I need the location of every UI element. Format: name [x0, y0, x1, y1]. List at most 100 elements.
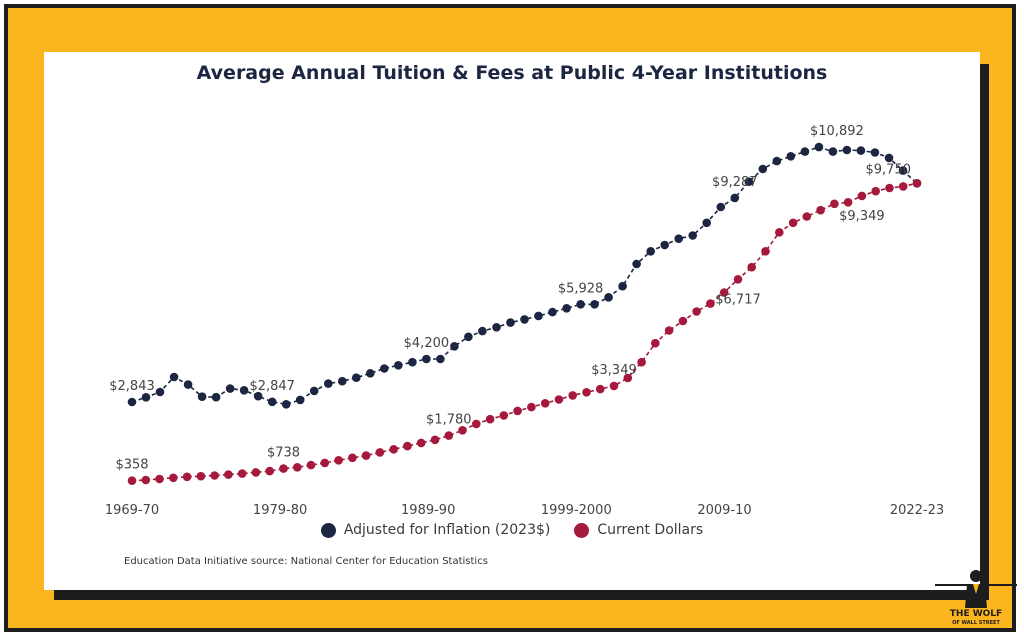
x-tick-label: 2009-10: [697, 503, 751, 518]
data-point: [499, 411, 509, 420]
data-point: [857, 191, 867, 201]
data-point: [843, 198, 853, 207]
data-point: [169, 372, 179, 382]
data-point: [761, 247, 770, 256]
data-point: [898, 182, 908, 191]
legend-label-current: Current Dollars: [597, 522, 704, 538]
data-point: [366, 369, 375, 378]
data-point: [197, 392, 207, 402]
data-point: [348, 453, 357, 463]
legend-item-inflation: Adjusted for Inflation (2023$): [320, 522, 551, 538]
data-point: [870, 148, 880, 157]
data-point: [660, 240, 669, 250]
data-point: [408, 357, 417, 367]
logo-subtext: OF WALL STREET: [952, 620, 1000, 626]
data-point: [632, 259, 641, 269]
data-point: [651, 338, 660, 348]
data-point: [485, 414, 495, 424]
data-point: [279, 464, 288, 473]
data-label: $9,750: [866, 162, 912, 177]
data-label: $3,349: [591, 363, 637, 378]
data-point: [623, 373, 633, 383]
data-point: [775, 228, 784, 237]
data-point: [816, 205, 825, 215]
data-point: [127, 397, 137, 407]
data-point: [237, 469, 247, 478]
data-point: [730, 193, 740, 203]
data-point: [719, 288, 729, 297]
data-point: [458, 426, 467, 435]
legend-label-inflation: Adjusted for Inflation (2023$): [343, 522, 551, 538]
data-point: [513, 406, 522, 416]
data-label: $738: [267, 446, 300, 461]
data-point: [590, 300, 599, 309]
chart-card: Average Annual Tuition & Fees at Public …: [44, 52, 980, 590]
x-tick-label: 1999-2000: [541, 503, 612, 518]
x-tick-label: 1969-70: [105, 503, 159, 518]
x-tick-label: 2022-23: [890, 503, 944, 518]
data-point: [141, 393, 151, 402]
data-point: [492, 323, 501, 332]
data-label: $10,892: [810, 124, 864, 139]
legend-item-current: Current Dollars: [574, 522, 703, 538]
data-point: [155, 474, 164, 484]
logo-text: THE WOLF: [949, 609, 1003, 619]
data-point: [688, 231, 697, 240]
data-point: [196, 471, 206, 481]
data-point: [436, 354, 445, 364]
data-label: $9,287: [712, 175, 758, 190]
x-tick-label: 1989-90: [401, 503, 455, 518]
data-point: [540, 399, 550, 408]
data-point: [674, 234, 683, 243]
data-point: [141, 475, 151, 485]
data-point: [747, 262, 756, 272]
data-point: [361, 451, 371, 460]
data-point: [324, 379, 333, 388]
series-line-1: [131, 182, 918, 482]
chart-title: Average Annual Tuition & Fees at Public …: [196, 62, 828, 84]
data-point: [814, 142, 824, 152]
data-point: [562, 304, 571, 313]
data-point: [211, 392, 221, 402]
data-point: [554, 395, 564, 404]
data-point: [281, 400, 291, 409]
data-point: [267, 397, 277, 407]
data-point: [320, 458, 330, 468]
data-point: [422, 354, 431, 364]
data-point: [885, 183, 894, 193]
data-point: [183, 380, 193, 389]
data-point: [295, 395, 305, 405]
data-point: [389, 445, 399, 454]
data-point: [450, 342, 459, 351]
data-point: [380, 364, 389, 373]
data-point: [265, 466, 274, 476]
data-point: [534, 311, 543, 321]
data-point: [334, 456, 343, 465]
data-point: [520, 315, 529, 324]
x-tick-label: 1979-80: [253, 503, 307, 518]
data-point: [842, 145, 852, 155]
line-chart: $2,843 $2,847 $4,200 $5,928 $9,287 $10,892 $35…: [105, 124, 944, 518]
data-label: $2,843: [109, 379, 155, 394]
data-point: [646, 247, 655, 256]
data-point: [338, 376, 347, 386]
data-point: [716, 202, 726, 212]
data-point: [788, 218, 798, 228]
wolf-figure-icon: [935, 570, 1017, 608]
data-point: [352, 373, 361, 383]
data-point: [416, 438, 426, 448]
data-point: [582, 388, 591, 397]
data-point: [884, 153, 894, 163]
data-point: [403, 441, 412, 451]
data-point: [800, 147, 810, 156]
data-point: [898, 166, 908, 175]
data-label: $4,200: [404, 336, 450, 351]
data-point: [169, 473, 178, 483]
data-point: [548, 307, 557, 317]
data-point: [251, 468, 261, 477]
data-point: [758, 164, 768, 174]
data-point: [786, 152, 796, 161]
data-point: [293, 463, 302, 472]
data-point: [604, 293, 613, 302]
data-point: [733, 275, 743, 284]
